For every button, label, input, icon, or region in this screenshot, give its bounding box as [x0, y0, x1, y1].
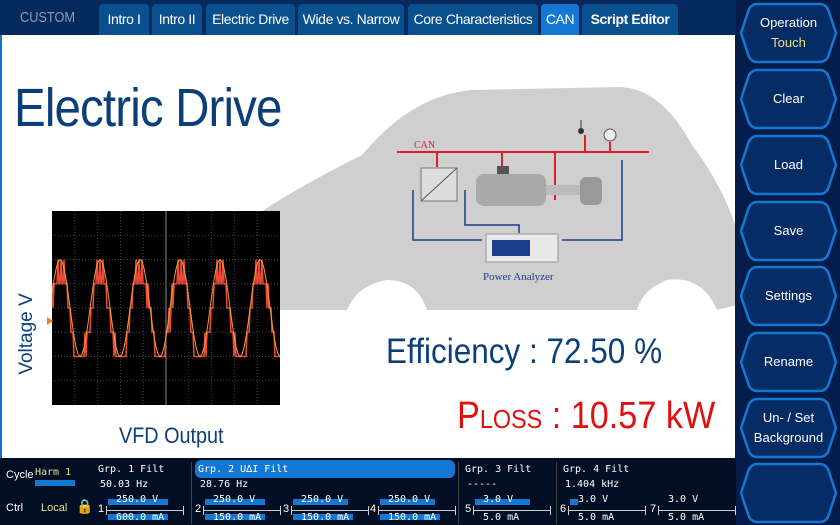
current-range: 150.0 mA — [388, 512, 437, 523]
gauge-icon — [603, 128, 617, 142]
cycle-bar — [35, 480, 75, 486]
element-number: 3 — [283, 503, 290, 515]
group-3-freq: ----- — [467, 479, 498, 490]
cycle-value[interactable]: Harm 1 — [35, 467, 72, 478]
lock-icon: 🔒 — [76, 498, 94, 514]
group-filt: Filt — [507, 464, 532, 475]
clear-button[interactable]: Clear — [739, 68, 838, 130]
element-number: 1 — [98, 503, 105, 515]
group-filt: Filt — [605, 464, 630, 475]
ctrl-value[interactable]: Local — [41, 502, 68, 514]
tab-wide-narrow[interactable]: Wide vs. Narrow — [298, 4, 404, 35]
tab-electric-drive[interactable]: Electric Drive — [206, 4, 295, 35]
voltage-range: 250.0 V — [301, 494, 344, 505]
car-diagram: CAN Power Analyzer — [257, 87, 735, 310]
empty-button[interactable] — [739, 462, 838, 524]
ploss-symbol: P — [457, 395, 480, 437]
voltage-range: 3.0 V — [483, 494, 514, 505]
tab-bar: CUSTOM Intro I Intro II Electric Drive W… — [0, 0, 736, 35]
group-4-label[interactable]: Grp. 4 Filt — [563, 464, 629, 475]
group-2-freq: 28.76 Hz — [200, 479, 249, 490]
group-filt: Filt — [264, 464, 289, 475]
load-button-label: Load — [774, 157, 803, 172]
group-mode: U∆I — [240, 464, 259, 475]
tab-intro-2[interactable]: Intro II — [152, 4, 202, 35]
element-number: 5 — [465, 503, 472, 515]
current-range: 600.0 mA — [116, 512, 165, 523]
background-button[interactable]: Un- / Set Background — [739, 397, 838, 459]
mode-label: CUSTOM — [20, 9, 76, 26]
current-range: 5.0 mA — [483, 512, 520, 523]
clear-button-label: Clear — [772, 91, 805, 106]
current-range: 5.0 mA — [578, 512, 615, 523]
operation-button-label: Operation — [759, 15, 818, 30]
save-button[interactable]: Save — [739, 200, 838, 262]
settings-button-label: Settings — [765, 288, 812, 303]
group-name: Grp. 2 — [198, 464, 235, 475]
group-name: Grp. 3 — [465, 464, 502, 475]
tab-can[interactable]: CAN — [541, 4, 579, 35]
group-2-label[interactable]: Grp. 2 U∆I Filt — [198, 464, 288, 475]
scope-caption: VFD Output — [119, 423, 224, 448]
main-panel: CAN Power Analyzer Electric Drive Voltag… — [0, 35, 735, 458]
group-filt: Filt — [140, 464, 165, 475]
current-range: 150.0 mA — [213, 512, 262, 523]
group-4-freq: 1.404 kHz — [565, 479, 620, 490]
group-1-freq: 50.03 Hz — [100, 479, 149, 490]
voltage-range: 3.0 V — [668, 494, 699, 505]
efficiency-readout: Efficiency : 72.50 % — [386, 332, 663, 371]
page-title: Electric Drive — [14, 78, 282, 138]
operation-button-label: Touch — [771, 35, 806, 50]
save-button-label: Save — [773, 223, 804, 238]
group-name: Grp. 1 — [98, 464, 135, 475]
voltage-range: 250.0 V — [388, 494, 431, 505]
background-button-label: Un- / Set — [762, 410, 815, 425]
tab-core-characteristics[interactable]: Core Characteristics — [408, 4, 538, 35]
ploss-value: : 10.57 kW — [542, 395, 716, 437]
group-1-label[interactable]: Grp. 1 Filt — [98, 464, 164, 475]
waveform-pwm — [52, 259, 280, 358]
power-loss-readout: PLOSS : 10.57 kW — [457, 395, 715, 438]
rename-button-label: Rename — [763, 354, 814, 369]
current-range: 150.0 mA — [301, 512, 350, 523]
element-number: 6 — [560, 503, 567, 515]
rename-button[interactable]: Rename — [739, 331, 838, 393]
background-button-label: Background — [753, 430, 824, 445]
settings-button[interactable]: Settings — [739, 265, 838, 327]
waveform-fundamental — [52, 258, 280, 358]
element-number: 7 — [650, 503, 657, 515]
tab-intro-1[interactable]: Intro I — [99, 4, 149, 35]
voltage-range: 3.0 V — [578, 494, 609, 505]
oscilloscope-display — [52, 211, 280, 405]
motor-icon — [476, 174, 546, 206]
power-analyzer-label: Power Analyzer — [483, 271, 554, 283]
element-number: 2 — [195, 503, 202, 515]
trigger-marker-icon — [47, 317, 53, 325]
ctrl-label: Ctrl — [6, 502, 24, 514]
status-footer: Cycle Harm 1 Ctrl Local 🔒 Grp. 1 Filt 50.… — [0, 458, 736, 525]
element-number: 4 — [370, 503, 377, 515]
group-3-label[interactable]: Grp. 3 Filt — [465, 464, 531, 475]
load-icon — [580, 177, 602, 205]
y-axis-label: Voltage V — [16, 293, 37, 375]
can-label: CAN — [414, 140, 435, 151]
voltage-range: 250.0 V — [116, 494, 159, 505]
group-name: Grp. 4 — [563, 464, 600, 475]
operation-button[interactable]: Operation Touch — [739, 2, 838, 64]
load-button[interactable]: Load — [739, 134, 838, 196]
thermometer-icon — [578, 128, 584, 134]
cycle-label: Cycle — [6, 469, 34, 481]
tab-script-editor[interactable]: Script Editor — [582, 4, 678, 35]
current-range: 5.0 mA — [668, 512, 705, 523]
ploss-subscript: LOSS — [479, 404, 543, 434]
group-2-highlight — [195, 460, 455, 478]
voltage-range: 250.0 V — [213, 494, 256, 505]
